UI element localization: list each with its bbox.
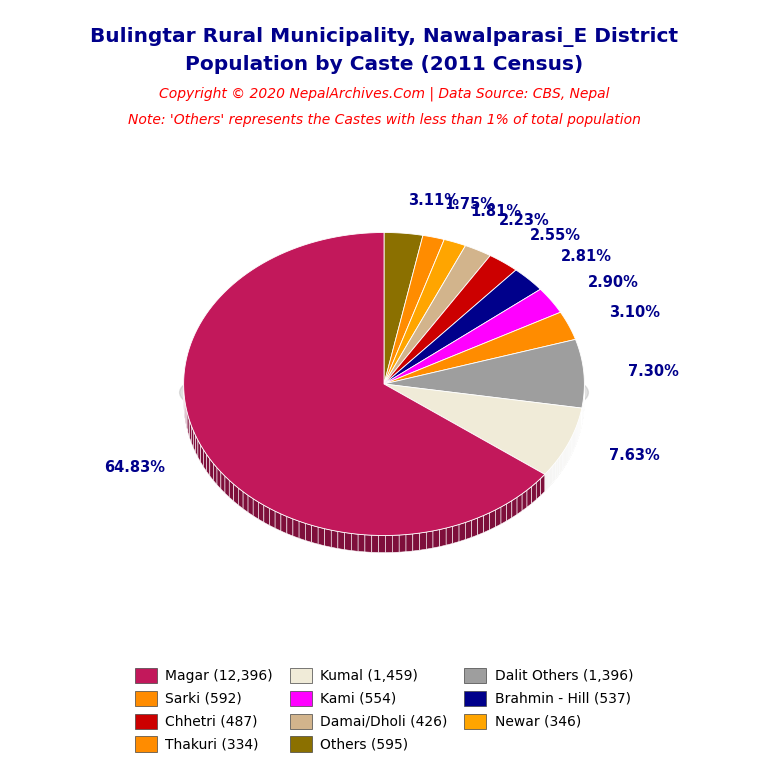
Polygon shape <box>386 535 392 553</box>
Polygon shape <box>186 406 187 428</box>
Text: Bulingtar Rural Municipality, Nawalparasi_E District: Bulingtar Rural Municipality, Nawalparas… <box>90 27 678 47</box>
Polygon shape <box>531 482 536 504</box>
Polygon shape <box>338 531 345 550</box>
Polygon shape <box>399 535 406 552</box>
Polygon shape <box>253 498 259 519</box>
Polygon shape <box>270 508 275 528</box>
Polygon shape <box>511 498 517 518</box>
Polygon shape <box>214 463 217 485</box>
Text: 3.10%: 3.10% <box>610 305 660 320</box>
Polygon shape <box>384 313 575 384</box>
Polygon shape <box>384 233 423 384</box>
Polygon shape <box>187 410 188 432</box>
Polygon shape <box>384 240 465 384</box>
Text: 2.81%: 2.81% <box>561 249 611 263</box>
Text: 2.23%: 2.23% <box>499 214 550 228</box>
Polygon shape <box>238 488 243 509</box>
Text: 2.55%: 2.55% <box>530 228 581 243</box>
Polygon shape <box>439 528 446 547</box>
Polygon shape <box>465 520 472 540</box>
Polygon shape <box>522 490 527 511</box>
Polygon shape <box>318 527 325 546</box>
Polygon shape <box>351 534 358 551</box>
Text: 7.30%: 7.30% <box>628 364 679 379</box>
Polygon shape <box>446 526 452 545</box>
Polygon shape <box>331 530 338 548</box>
Polygon shape <box>495 507 501 527</box>
Polygon shape <box>384 339 584 408</box>
Polygon shape <box>204 450 207 472</box>
Polygon shape <box>191 425 194 448</box>
Polygon shape <box>489 510 495 530</box>
Text: 1.75%: 1.75% <box>445 197 495 213</box>
Text: Population by Caste (2011 Census): Population by Caste (2011 Census) <box>185 55 583 74</box>
Polygon shape <box>459 522 465 541</box>
Polygon shape <box>233 484 238 505</box>
Polygon shape <box>198 440 200 462</box>
Polygon shape <box>384 290 561 384</box>
Polygon shape <box>207 455 210 476</box>
Polygon shape <box>501 504 506 524</box>
Polygon shape <box>264 505 270 525</box>
Polygon shape <box>287 517 293 536</box>
Polygon shape <box>281 514 287 534</box>
Polygon shape <box>293 519 299 538</box>
Polygon shape <box>392 535 399 552</box>
Polygon shape <box>185 400 186 422</box>
Polygon shape <box>372 535 379 552</box>
Polygon shape <box>243 492 248 512</box>
Polygon shape <box>194 431 196 452</box>
Polygon shape <box>452 525 459 544</box>
Text: 2.90%: 2.90% <box>588 274 639 290</box>
Polygon shape <box>358 535 365 552</box>
Polygon shape <box>325 528 331 548</box>
Polygon shape <box>275 511 281 531</box>
Polygon shape <box>196 435 198 457</box>
Polygon shape <box>379 535 386 553</box>
Polygon shape <box>433 530 439 548</box>
Polygon shape <box>188 415 190 438</box>
Text: 3.11%: 3.11% <box>408 193 458 207</box>
Polygon shape <box>384 256 516 384</box>
Polygon shape <box>365 535 372 552</box>
Polygon shape <box>312 525 318 545</box>
Polygon shape <box>384 235 444 384</box>
Polygon shape <box>248 495 253 516</box>
Polygon shape <box>229 480 233 502</box>
Polygon shape <box>413 533 419 551</box>
Polygon shape <box>517 494 522 515</box>
Polygon shape <box>384 270 541 384</box>
Legend: Magar (12,396), Sarki (592), Chhetri (487), Thakuri (334), Kumal (1,459), Kami (: Magar (12,396), Sarki (592), Chhetri (48… <box>129 662 639 757</box>
Polygon shape <box>225 476 229 498</box>
Polygon shape <box>384 384 582 475</box>
Polygon shape <box>200 445 204 467</box>
Polygon shape <box>217 468 221 489</box>
Polygon shape <box>210 459 214 481</box>
Polygon shape <box>478 515 484 535</box>
Text: 1.81%: 1.81% <box>471 204 521 219</box>
Ellipse shape <box>180 355 588 430</box>
Polygon shape <box>299 521 306 541</box>
Polygon shape <box>406 534 413 551</box>
Text: Copyright © 2020 NepalArchives.Com | Data Source: CBS, Nepal: Copyright © 2020 NepalArchives.Com | Dat… <box>159 86 609 101</box>
Polygon shape <box>484 513 489 532</box>
Polygon shape <box>259 502 264 522</box>
Text: 64.83%: 64.83% <box>104 459 166 475</box>
Polygon shape <box>541 475 545 495</box>
Polygon shape <box>472 518 478 538</box>
Polygon shape <box>184 233 545 535</box>
Polygon shape <box>306 523 312 542</box>
Polygon shape <box>527 486 531 507</box>
Polygon shape <box>384 246 490 384</box>
Polygon shape <box>536 478 541 500</box>
Polygon shape <box>506 501 511 521</box>
Polygon shape <box>345 532 351 551</box>
Text: Note: 'Others' represents the Castes with less than 1% of total population: Note: 'Others' represents the Castes wit… <box>127 113 641 127</box>
Polygon shape <box>426 531 433 549</box>
Polygon shape <box>221 472 225 493</box>
Text: 7.63%: 7.63% <box>609 449 660 463</box>
Polygon shape <box>419 532 426 550</box>
Polygon shape <box>190 421 191 442</box>
